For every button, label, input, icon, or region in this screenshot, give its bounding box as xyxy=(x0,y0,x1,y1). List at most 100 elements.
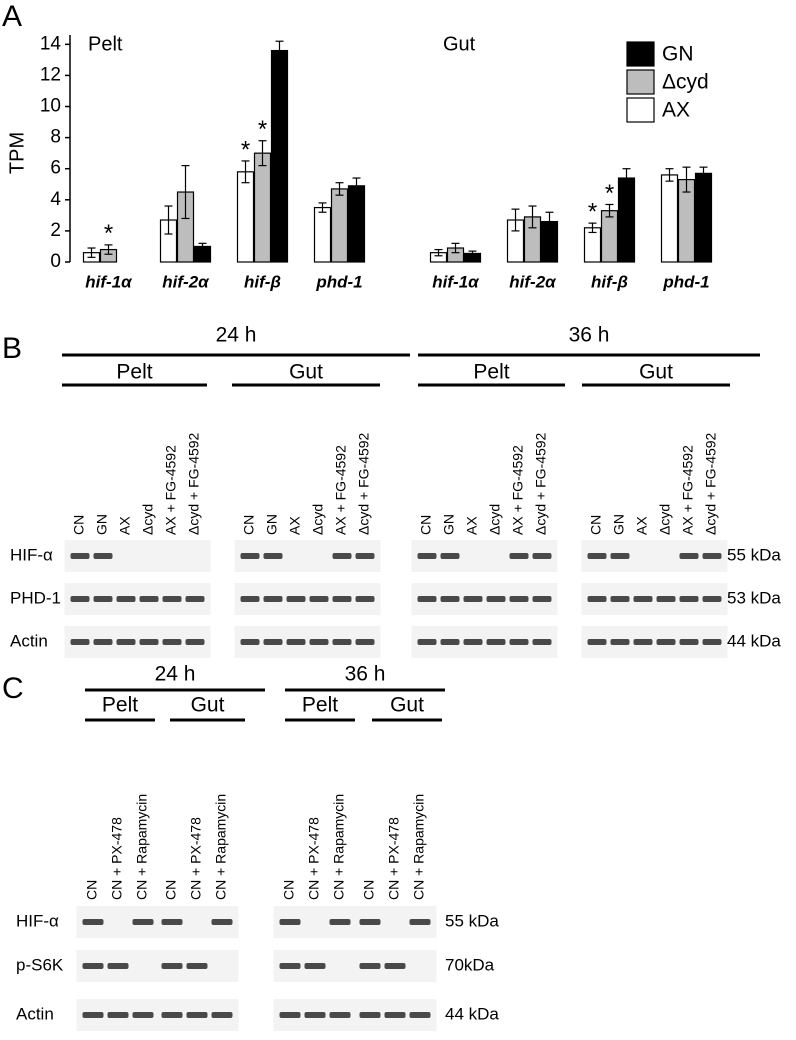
y-tick-label: 4 xyxy=(50,189,61,210)
blot-band xyxy=(440,553,460,559)
blot-band xyxy=(679,596,699,602)
blot-band xyxy=(185,596,205,602)
blot-band xyxy=(409,919,431,925)
blot-band xyxy=(610,596,630,602)
blot-band xyxy=(702,596,722,602)
blot-band xyxy=(440,639,460,645)
lane-label: AX xyxy=(634,516,650,535)
bar xyxy=(617,177,636,263)
blot-band xyxy=(70,553,90,559)
error-bar xyxy=(258,140,267,167)
y-tick-label: 14 xyxy=(40,33,62,54)
row-label: PHD-1 xyxy=(10,588,61,607)
blot-band xyxy=(82,963,104,969)
blot-band xyxy=(355,639,375,645)
blot-band xyxy=(384,963,406,969)
lane-label: GN xyxy=(441,514,457,535)
blot-band xyxy=(161,919,183,925)
x-tick-label: hif-β xyxy=(244,272,281,291)
lane-label: GN xyxy=(94,514,110,535)
lane-label: CN + PX-478 xyxy=(306,817,322,900)
blot-band xyxy=(486,639,506,645)
blot-band xyxy=(286,596,306,602)
row-label: HIF-α xyxy=(16,911,59,930)
error-bar xyxy=(275,40,284,61)
blot-band xyxy=(211,919,233,925)
blot-band xyxy=(186,1012,208,1018)
error-bar xyxy=(622,168,631,188)
lane-label: AX + FG-4592 xyxy=(163,445,179,535)
blot-band xyxy=(304,963,326,969)
blot-band xyxy=(463,639,483,645)
blot-band xyxy=(417,596,437,602)
bar xyxy=(236,171,255,263)
tissue-label: Pelt xyxy=(473,361,509,384)
blot-band xyxy=(532,553,552,559)
lane-label: CN + PX-478 xyxy=(386,817,402,900)
blot-band xyxy=(332,553,352,559)
lane-label: Δcyd + FG-4592 xyxy=(186,432,202,535)
blot-band xyxy=(263,639,283,645)
tissue-label: Gut xyxy=(390,694,424,717)
lane-label: Δcyd + FG-4592 xyxy=(356,432,372,535)
lane-label: CN xyxy=(361,880,377,900)
blot-band xyxy=(656,639,676,645)
blot-band xyxy=(116,596,136,602)
x-tick-label: hif-1α xyxy=(432,272,480,291)
chart-title: Gut xyxy=(443,33,476,55)
blot-band xyxy=(532,596,552,602)
legend-label: GN xyxy=(662,43,694,66)
lane-label: CN + PX-478 xyxy=(109,817,125,900)
legend-swatch xyxy=(626,41,655,67)
y-tick-label: 6 xyxy=(50,158,61,179)
blot-band xyxy=(161,1012,183,1018)
blot-band xyxy=(139,596,159,602)
blot-band xyxy=(263,553,283,559)
y-axis-label: TPM xyxy=(6,132,28,174)
blot-band xyxy=(132,1012,154,1018)
error-bar xyxy=(352,177,361,195)
chart-title: Pelt xyxy=(88,33,123,55)
bar xyxy=(330,188,349,263)
blot-band xyxy=(633,596,653,602)
error-bar xyxy=(511,208,520,232)
row-label: Actin xyxy=(10,631,48,650)
error-bar xyxy=(605,203,614,218)
blot-band xyxy=(359,919,381,925)
blot-band xyxy=(82,919,104,925)
bar xyxy=(270,49,289,263)
significance-mark: * xyxy=(605,180,614,207)
lane-label: CN xyxy=(418,515,434,535)
tissue-label: Gut xyxy=(639,361,673,384)
lane-label: Δcyd xyxy=(657,504,673,535)
y-tick-label: 10 xyxy=(40,96,61,117)
blot-band xyxy=(279,919,301,925)
blot-band xyxy=(656,596,676,602)
blot-band xyxy=(211,1012,233,1018)
x-tick-label: hif-1α xyxy=(85,272,133,291)
bar xyxy=(600,210,619,263)
blot-band xyxy=(309,639,329,645)
lane-label: CN + Rapamycin xyxy=(134,794,150,900)
legend-swatch xyxy=(626,97,655,123)
significance-mark: * xyxy=(588,198,597,225)
x-tick-label: hif-2α xyxy=(509,272,557,291)
blot-band xyxy=(82,1012,104,1018)
error-bar xyxy=(335,182,344,196)
time-label: 24 h xyxy=(155,663,196,686)
bar xyxy=(347,185,366,263)
significance-mark: * xyxy=(104,220,113,247)
blot-band xyxy=(186,963,208,969)
blot-band xyxy=(107,963,129,969)
error-bar xyxy=(699,166,708,181)
blot-band xyxy=(440,596,460,602)
lane-label: GN xyxy=(611,514,627,535)
panel-label: A xyxy=(2,0,22,33)
lane-label: AX xyxy=(287,516,303,535)
blot-band xyxy=(107,1012,129,1018)
blot-band xyxy=(309,596,329,602)
blot-band xyxy=(93,639,113,645)
lane-label: GN xyxy=(264,514,280,535)
bar xyxy=(660,174,679,263)
blot-band xyxy=(185,639,205,645)
